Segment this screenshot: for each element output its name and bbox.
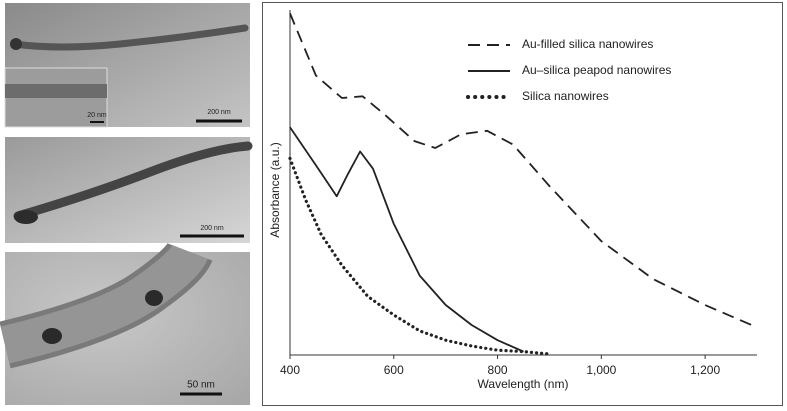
tem-image [0, 241, 250, 405]
legend-label: Silica nanowires [522, 89, 609, 103]
scale-label: 200 nm [207, 109, 231, 116]
x-tick-label: 600 [384, 363, 404, 377]
x-tick-label: 1,200 [690, 363, 720, 377]
series-line [289, 126, 524, 353]
scale-label: 50 nm [187, 380, 215, 391]
tem-image [4, 3, 250, 128]
x-tick-label: 1,000 [586, 363, 616, 377]
tem-image [5, 137, 253, 243]
y-axis-label: Absorbance (a.u.) [268, 142, 282, 237]
series-line [289, 13, 758, 329]
legend-label: Au-filled silica nanowires [522, 37, 653, 51]
series-line [288, 156, 551, 356]
x-tick-label: 400 [280, 363, 300, 377]
x-axis-label: Wavelength (nm) [478, 377, 569, 391]
scale-label: 20 nm [87, 112, 107, 119]
legend-label: Au–silica peapod nanowires [522, 63, 671, 77]
chart-frame [262, 2, 783, 406]
scale-label: 200 nm [200, 225, 224, 232]
x-tick-label: 800 [488, 363, 508, 377]
